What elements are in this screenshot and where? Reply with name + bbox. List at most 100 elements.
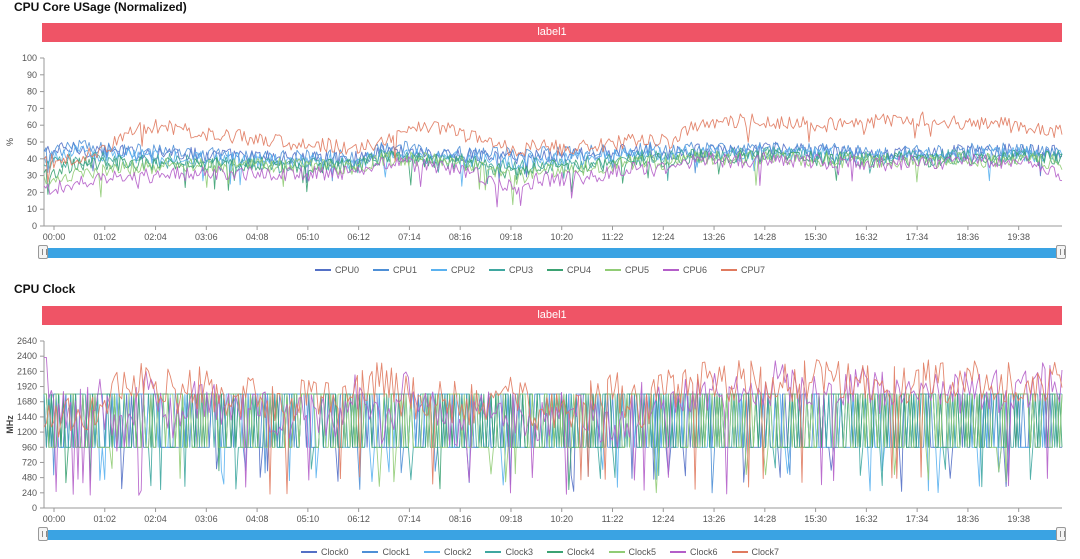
legend-item-clock5[interactable]: Clock5 — [608, 545, 656, 559]
legend-item-clock7[interactable]: Clock7 — [731, 545, 780, 559]
slider-end-handle[interactable] — [1056, 245, 1066, 259]
y-tick-label: 2640 — [17, 336, 37, 346]
legend-label: CPU4 — [567, 265, 592, 275]
x-tick-label: 01:02 — [94, 232, 117, 242]
x-tick-label: 09:18 — [500, 514, 523, 524]
x-tick-label: 11:22 — [602, 514, 624, 524]
y-tick-label: 20 — [27, 187, 37, 197]
series-line-cpu1 — [43, 139, 1063, 182]
cpu-clock-plot: 0 240 480 720 960 1200 1440 1680 1920 2160 2400 264… — [5, 336, 1063, 524]
x-tick-label: 03:06 — [195, 232, 218, 242]
legend-item-clock3[interactable]: Clock3 — [485, 545, 533, 559]
legend-swatch — [670, 551, 687, 553]
legend-item-clock6[interactable]: Clock6 — [670, 545, 718, 559]
legend-item-cpu7[interactable]: CPU7 — [721, 263, 765, 277]
legend-swatch — [721, 269, 738, 271]
y-tick-label: 70 — [27, 103, 37, 113]
y-tick-label: 2400 — [17, 351, 37, 361]
x-tick-label: 12:24 — [652, 514, 675, 524]
y-tick-label: 80 — [27, 87, 37, 97]
y-tick-label: 1920 — [17, 382, 37, 392]
legend-swatch — [731, 551, 748, 553]
slider-start-handle[interactable] — [38, 527, 48, 541]
legend-item-cpu5[interactable]: CPU5 — [605, 263, 649, 277]
x-tick-label: 13:26 — [703, 514, 726, 524]
x-tick-label: 14:28 — [754, 232, 777, 242]
legend-item-cpu1[interactable]: CPU1 — [372, 263, 417, 277]
x-tick-label: 19:38 — [1007, 232, 1030, 242]
x-tick-label: 05:10 — [297, 232, 320, 242]
legend-swatch — [488, 269, 505, 271]
legend-label: Clock1 — [382, 547, 410, 557]
zoom-slider[interactable] — [38, 245, 1066, 259]
y-tick-label: 100 — [22, 53, 37, 63]
legend-item-cpu3[interactable]: CPU3 — [488, 263, 533, 277]
cpu-usage-panel: CPU Core USage (Normalized) label1 0 10 20… — [0, 0, 1080, 279]
y-tick-label: 1680 — [17, 397, 37, 407]
legend-item-clock4[interactable]: Clock4 — [547, 545, 595, 559]
legend-item-cpu0[interactable]: CPU0 — [314, 263, 359, 277]
label-banner: label1 — [42, 306, 1062, 325]
y-tick-label: 2160 — [17, 366, 37, 376]
x-tick-label: 19:38 — [1007, 514, 1030, 524]
legend-item-cpu6[interactable]: CPU6 — [663, 263, 707, 277]
x-tick-label: 16:32 — [855, 232, 878, 242]
legend-swatch — [605, 269, 622, 271]
x-tick-label: 13:26 — [703, 232, 726, 242]
label-banner: label1 — [42, 23, 1062, 42]
legend-item-clock2[interactable]: Clock2 — [423, 545, 472, 559]
x-tick-label: 14:28 — [754, 514, 777, 524]
x-tick-label: 00:00 — [43, 232, 66, 242]
x-tick-label: 01:02 — [94, 514, 117, 524]
y-tick-label: 30 — [27, 171, 37, 181]
legend-swatch — [300, 551, 317, 553]
legend-swatch — [430, 269, 447, 271]
legend-swatch — [314, 269, 331, 271]
legend-label: Clock7 — [751, 547, 780, 557]
x-tick-label: 03:06 — [195, 514, 218, 524]
y-tick-label: 960 — [22, 442, 37, 452]
y-tick-label: 0 — [32, 221, 37, 231]
chart-legend: CPU0 CPU1 CPU2 CPU3 CPU4 CPU5 CPU6 CPU7 — [0, 263, 1080, 277]
x-tick-label: 08:16 — [449, 514, 472, 524]
legend-label: CPU2 — [450, 265, 475, 275]
slider-end-handle[interactable] — [1056, 527, 1066, 541]
series-line-cpu3 — [43, 146, 1063, 185]
legend-label: Clock2 — [443, 547, 472, 557]
legend-label: Clock0 — [320, 547, 349, 557]
cpu-clock-panel: CPU Clock label1 0 240 480 720 960 1200 1440 16… — [0, 279, 1080, 558]
legend-item-cpu4[interactable]: CPU4 — [547, 263, 591, 277]
legend-label: CPU1 — [392, 265, 417, 275]
y-tick-label: 1440 — [17, 412, 37, 422]
chart-title: CPU Clock — [14, 282, 76, 296]
x-tick-label: 15:30 — [804, 232, 827, 242]
legend-label: CPU3 — [508, 265, 533, 275]
zoom-slider[interactable] — [38, 527, 1066, 541]
y-tick-label: 0 — [32, 503, 37, 513]
x-tick-label: 02:04 — [144, 514, 167, 524]
legend-label: Clock3 — [505, 547, 533, 557]
x-tick-label: 04:08 — [246, 232, 269, 242]
y-tick-label: 10 — [27, 204, 37, 214]
x-tick-label: 06:12 — [347, 514, 370, 524]
legend-swatch — [372, 269, 389, 271]
legend-item-clock1[interactable]: Clock1 — [362, 545, 410, 559]
x-tick-label: 18:36 — [957, 232, 980, 242]
x-tick-label: 04:08 — [246, 514, 269, 524]
legend-swatch — [485, 551, 502, 553]
y-tick-label: 40 — [27, 154, 37, 164]
x-tick-label: 08:16 — [449, 232, 472, 242]
y-tick-label: 240 — [22, 488, 37, 498]
legend-swatch — [608, 551, 625, 553]
x-tick-label: 02:04 — [144, 232, 167, 242]
x-tick-label: 15:30 — [804, 514, 827, 524]
legend-label: Clock6 — [690, 547, 718, 557]
legend-item-clock0[interactable]: Clock0 — [300, 545, 349, 559]
slider-start-handle[interactable] — [38, 245, 48, 259]
legend-item-cpu2[interactable]: CPU2 — [430, 263, 475, 277]
x-tick-label: 09:18 — [500, 232, 523, 242]
x-tick-label: 10:20 — [550, 514, 573, 524]
x-tick-label: 05:10 — [297, 514, 320, 524]
series-line-cpu6 — [43, 151, 1063, 208]
legend-swatch — [547, 551, 563, 553]
